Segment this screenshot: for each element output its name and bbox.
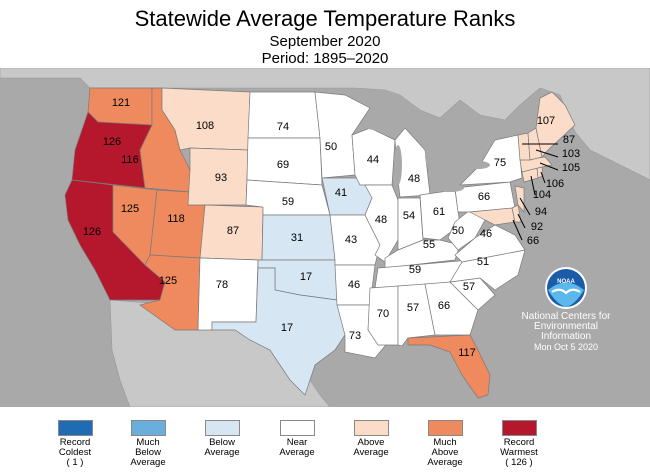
rank-label-in: 54 (403, 210, 415, 222)
legend-label: Above Average (353, 437, 389, 458)
rank-label-nh: 103 (562, 148, 580, 160)
state-NJ (514, 185, 525, 213)
rank-label-nc: 51 (477, 256, 489, 268)
legend-label: Below Average (204, 437, 240, 458)
legend-item: Much Above Average (410, 420, 480, 468)
rank-label-tx: 17 (281, 322, 293, 334)
rank-label-vt: 87 (563, 134, 575, 146)
rank-label-ny: 75 (494, 157, 506, 169)
legend-item: Much Below Average (113, 420, 183, 468)
lake-michigan (394, 145, 402, 185)
rank-label-ky: 55 (423, 239, 435, 251)
legend-label: Near Average (279, 437, 315, 458)
rank-label-nj: 94 (535, 206, 547, 218)
rank-label-wi: 44 (367, 154, 379, 166)
legend-item: Above Average (336, 420, 406, 458)
map-title: Statewide Average Temperature Ranks (134, 6, 516, 31)
legend-swatch (130, 420, 166, 436)
rank-label-ar: 46 (348, 279, 360, 291)
rank-label-mn: 50 (325, 141, 337, 153)
rank-label-oh: 61 (433, 206, 445, 218)
state-MS (367, 285, 399, 346)
legend-label: Record Coldest ( 1 ) (58, 437, 92, 468)
rank-label-ok: 17 (300, 271, 312, 283)
rank-label-wv: 50 (452, 225, 464, 237)
map-subtitle: September 2020 (269, 33, 381, 50)
state-IL (364, 184, 399, 263)
legend-swatch (57, 420, 93, 436)
us-temperature-rank-map: NOAA 12112612611612511812510893877874695… (0, 68, 650, 407)
lake-superior (363, 119, 407, 131)
rank-label-wa: 121 (112, 97, 130, 109)
rank-label-ct: 104 (533, 189, 551, 201)
leader-lines (512, 143, 559, 241)
rank-label-ne: 59 (282, 196, 294, 208)
rank-label-me: 107 (537, 115, 555, 127)
rank-label-nd: 74 (277, 121, 289, 133)
legend-swatch (204, 420, 240, 436)
rank-label-nm: 78 (216, 279, 228, 291)
legend-swatch (427, 420, 463, 436)
rank-label-nv: 125 (121, 203, 139, 215)
rank-label-tn: 59 (409, 264, 421, 276)
rank-label-mo: 43 (345, 234, 357, 246)
rank-label-al: 57 (407, 302, 419, 314)
state-DE (511, 204, 522, 223)
state-GA (424, 281, 479, 336)
rank-label-az: 125 (159, 275, 177, 287)
lake-huron (425, 141, 439, 169)
legend-label: Record Warmest ( 126 ) (500, 437, 538, 468)
state-FL (407, 334, 491, 399)
rank-label-de: 92 (531, 221, 543, 233)
rank-label-co: 87 (227, 225, 239, 237)
rank-label-va: 46 (480, 228, 492, 240)
rank-label-il: 48 (375, 214, 387, 226)
rank-label-la: 73 (349, 330, 361, 342)
rank-label-id: 116 (121, 154, 139, 166)
noaa-logo-text: NOAA (557, 279, 575, 285)
legend-item: Below Average (187, 420, 257, 458)
rank-label-ut: 118 (167, 213, 185, 225)
state-TX (211, 267, 346, 396)
rank-label-fl: 117 (458, 347, 476, 359)
legend-item: Record Coldest ( 1 ) (40, 420, 110, 468)
state-MD (468, 207, 516, 226)
state-WY (187, 147, 249, 206)
rank-label-ri: 106 (546, 178, 564, 190)
rank-label-ma: 105 (562, 162, 580, 174)
legend-item: Record Warmest ( 126 ) (484, 420, 554, 468)
rank-label-or: 126 (103, 136, 121, 148)
rank-label-md: 66 (527, 235, 539, 247)
rank-label-ks: 31 (291, 232, 303, 244)
rank-label-sd: 69 (277, 159, 289, 171)
noaa-logo (545, 267, 587, 309)
legend-label: Much Above Average (427, 437, 463, 468)
attribution-date: Mon Oct 5 2020 (533, 342, 599, 352)
rank-label-ia: 41 (335, 187, 347, 199)
legend-swatch (353, 420, 389, 436)
attribution-org: National Centers for Environmental Infor… (521, 311, 611, 342)
map-period: Period: 1895–2020 (261, 50, 389, 67)
rank-label-ca: 126 (83, 226, 101, 238)
legend-item: Near Average (262, 420, 332, 458)
state-NM (197, 257, 259, 331)
rank-label-mt: 108 (196, 120, 214, 132)
rank-label-pa: 66 (478, 191, 490, 203)
legend-swatch (501, 420, 537, 436)
rank-label-mi: 48 (408, 173, 420, 185)
state-ME (535, 91, 576, 158)
lake-ontario (466, 161, 490, 169)
rank-label-wy: 93 (215, 172, 227, 184)
rank-label-ga: 66 (438, 300, 450, 312)
rank-label-sc: 57 (463, 281, 475, 293)
legend-label: Much Below Average (130, 437, 166, 468)
attribution: National Centers for Environmental Infor… (510, 311, 622, 353)
lake-erie (436, 184, 464, 192)
legend-swatch (279, 420, 315, 436)
rank-label-ms: 70 (377, 308, 389, 320)
rank-labels: 1211261261161251181251089387787469593117… (83, 97, 580, 359)
